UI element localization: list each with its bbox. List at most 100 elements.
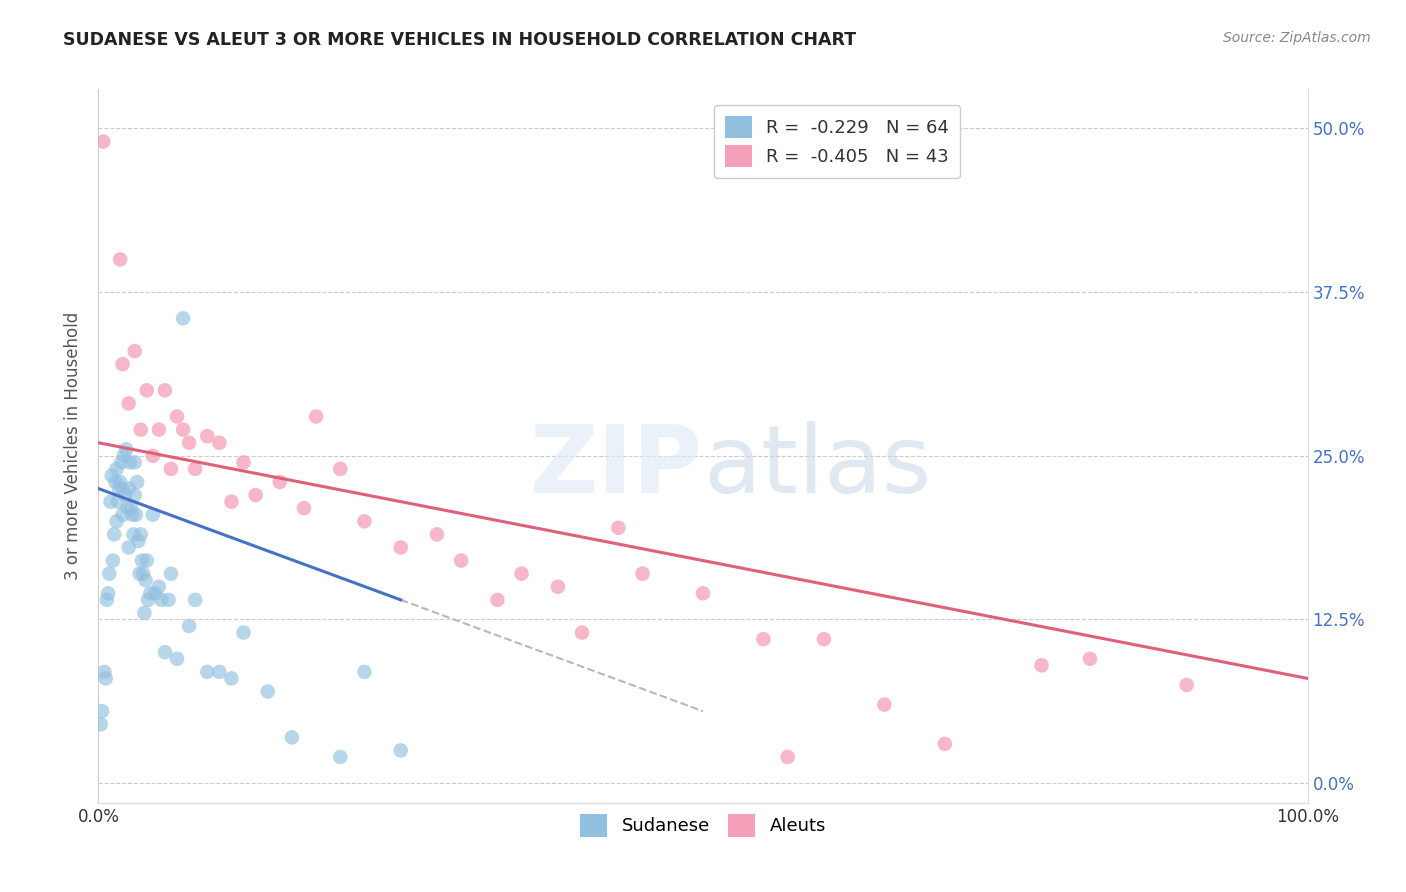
Point [607,521,630,535]
Point [124,344,146,359]
Point [91,704,114,718]
Point [172,311,194,326]
Point [232,625,254,640]
Point [232,455,254,469]
Point [305,409,328,424]
Point [150,592,173,607]
Text: atlas: atlas [703,421,931,514]
Point [752,632,775,647]
Point [112,449,135,463]
Point [389,743,412,757]
Point [100,468,122,483]
Point [1031,658,1053,673]
Point [426,527,449,541]
Point [117,501,139,516]
Point [353,665,375,679]
Point [114,488,136,502]
Point [111,482,134,496]
Point [221,494,243,508]
Point [124,455,146,469]
Point [389,541,412,555]
Text: ZIP: ZIP [530,421,703,514]
Point [122,527,145,541]
Point [166,409,188,424]
Point [547,580,569,594]
Point [245,488,267,502]
Point [179,619,201,633]
Point [136,592,159,607]
Point [179,435,201,450]
Point [111,508,134,522]
Point [135,573,157,587]
Point [98,566,121,581]
Point [121,508,143,522]
Legend: Sudanese, Aleuts: Sudanese, Aleuts [572,807,834,844]
Point [135,553,157,567]
Point [256,684,278,698]
Point [139,586,162,600]
Point [184,592,207,607]
Point [91,135,114,149]
Point [148,423,170,437]
Point [143,586,166,600]
Point [120,501,142,516]
Point [127,475,149,489]
Point [110,455,132,469]
Point [1078,652,1101,666]
Point [329,750,352,764]
Point [813,632,835,647]
Point [776,750,799,764]
Point [571,625,593,640]
Point [184,462,207,476]
Point [125,508,148,522]
Point [108,252,131,267]
Point [129,423,152,437]
Point [172,423,194,437]
Point [142,449,165,463]
Point [118,396,141,410]
Point [131,553,153,567]
Point [160,566,183,581]
Point [118,455,141,469]
Point [118,482,141,496]
Point [157,592,180,607]
Point [93,665,115,679]
Point [100,494,122,508]
Point [97,586,120,600]
Point [90,717,112,731]
Point [166,652,188,666]
Point [208,665,231,679]
Y-axis label: 3 or more Vehicles in Household: 3 or more Vehicles in Household [65,312,83,580]
Point [450,553,472,567]
Point [510,566,533,581]
Point [631,566,654,581]
Point [353,514,375,528]
Point [115,442,138,457]
Point [107,494,129,508]
Point [153,384,176,398]
Point [148,580,170,594]
Point [134,606,156,620]
Point [127,533,149,548]
Point [329,462,352,476]
Point [103,527,125,541]
Point [108,475,131,489]
Point [96,592,118,607]
Point [873,698,896,712]
Text: Source: ZipAtlas.com: Source: ZipAtlas.com [1223,31,1371,45]
Point [692,586,714,600]
Point [108,482,131,496]
Point [934,737,956,751]
Point [1175,678,1198,692]
Point [105,462,128,476]
Point [486,592,509,607]
Point [129,527,152,541]
Point [160,462,183,476]
Point [195,665,218,679]
Point [195,429,218,443]
Text: SUDANESE VS ALEUT 3 OR MORE VEHICLES IN HOUSEHOLD CORRELATION CHART: SUDANESE VS ALEUT 3 OR MORE VEHICLES IN … [63,31,856,49]
Point [105,514,128,528]
Point [292,501,315,516]
Point [281,731,304,745]
Point [153,645,176,659]
